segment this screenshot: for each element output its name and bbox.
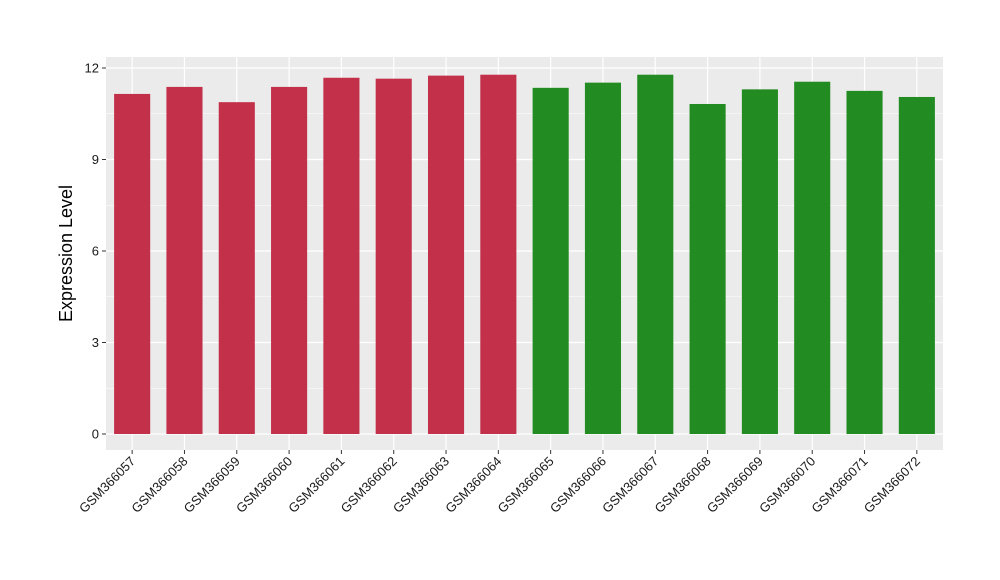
bar [428,76,464,434]
bar [899,97,935,434]
bar [480,75,516,434]
bar [166,87,202,434]
bar [690,104,726,434]
bar [219,102,255,434]
bar [114,94,150,434]
x-axis: GSM366057GSM366058GSM366059GSM366060GSM3… [76,450,923,516]
bar [846,91,882,434]
bar [742,89,778,434]
y-axis-label: Expression Level [56,185,76,322]
y-tick-label: 3 [92,335,99,350]
bar [585,83,621,434]
bar [794,82,830,434]
bar [533,88,569,434]
y-tick-label: 9 [92,152,99,167]
bar [376,79,412,434]
y-tick-label: 6 [92,244,99,259]
y-tick-label: 0 [92,427,99,442]
y-axis: 0 3 6 9 12 [85,61,106,442]
bar [271,87,307,434]
bar [323,78,359,434]
bar [637,75,673,434]
x-tick-label: GSM366072 [861,454,923,516]
y-tick-label: 12 [85,61,99,76]
